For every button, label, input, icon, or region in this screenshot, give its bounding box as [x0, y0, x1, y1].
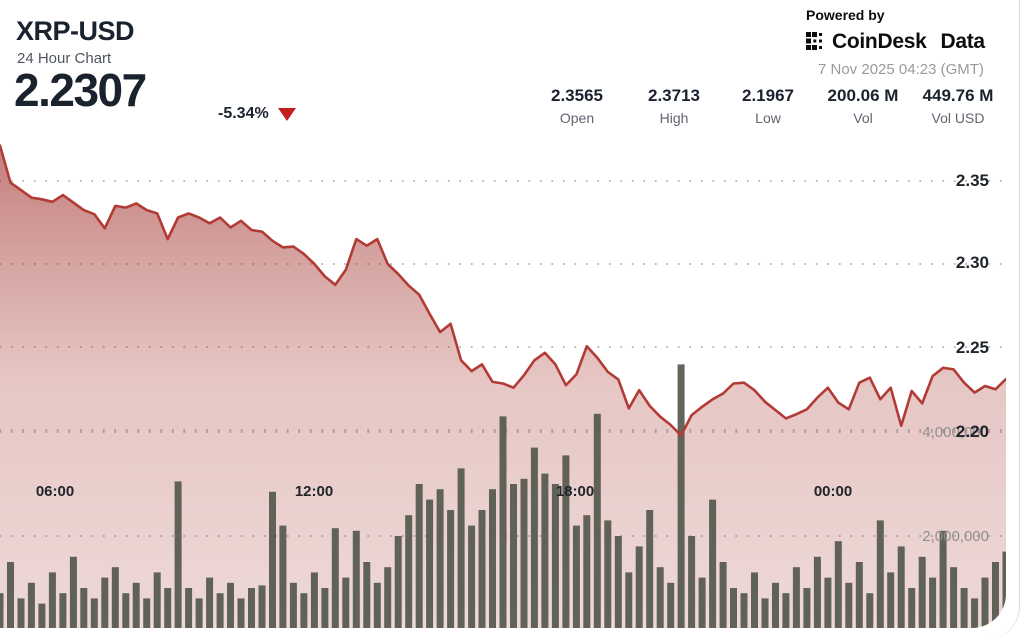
stat-high-label: High — [659, 110, 689, 126]
stat-high-value: 2.3713 — [648, 86, 700, 105]
branding-block: Powered by CoinDesk Data 7 Nov 2025 04:2… — [806, 7, 985, 78]
stat-vol-usd: 449.76 M Vol USD — [923, 86, 994, 126]
current-price: 2.2307 — [14, 64, 147, 116]
chart-canvas[interactable] — [0, 140, 1006, 628]
brand-name-secondary: Data — [940, 30, 985, 53]
price-axis-tick-220: 2.20 — [955, 422, 989, 441]
time-axis-tick-1200: 12:00 — [294, 483, 334, 500]
price-axis-tick-225: 2.25 — [955, 338, 989, 357]
stat-vol-usd-label: Vol USD — [931, 110, 985, 126]
price-axis-tick-230: 2.30 — [955, 253, 989, 272]
stat-open-value: 2.3565 — [551, 86, 603, 105]
timestamp: 7 Nov 2025 04:23 (GMT) — [818, 61, 984, 78]
stat-vol-label: Vol — [853, 110, 873, 126]
time-axis-tick-0000: 00:00 — [813, 483, 853, 500]
stat-low-label: Low — [755, 110, 781, 126]
symbol-title: XRP-USD — [16, 16, 135, 46]
coindesk-logo-icon — [806, 32, 822, 50]
brand-name-primary: CoinDesk — [832, 30, 927, 53]
stat-open-label: Open — [559, 110, 595, 126]
time-axis-tick-0600: 06:00 — [35, 483, 75, 500]
change-percent: -5.34% — [218, 105, 269, 122]
stat-open: 2.3565 Open — [551, 86, 603, 126]
price-axis-tick-235: 2.35 — [955, 171, 989, 190]
stat-high: 2.3713 High — [648, 86, 700, 126]
down-triangle-icon — [277, 107, 296, 121]
stat-vol-usd-value: 449.76 M — [922, 86, 994, 105]
stat-vol-value: 200.06 M — [827, 86, 899, 105]
chart-subtitle: 24 Hour Chart — [17, 50, 112, 67]
price-change: -5.34% — [218, 105, 296, 123]
time-axis-tick-1800: 18:00 — [555, 483, 595, 500]
volume-axis-tick-2m: 2,000,000 — [922, 528, 989, 545]
volume-axis-tick-4m: 4,000,000 — [922, 424, 989, 441]
coindesk-logo: CoinDesk Data — [806, 30, 985, 54]
stat-low: 2.1967 Low — [742, 86, 794, 126]
stat-low-value: 2.1967 — [742, 86, 794, 105]
price-volume-chart[interactable] — [0, 140, 1006, 628]
stat-vol: 200.06 M Vol — [828, 86, 899, 126]
powered-by-label: Powered by — [806, 7, 885, 23]
